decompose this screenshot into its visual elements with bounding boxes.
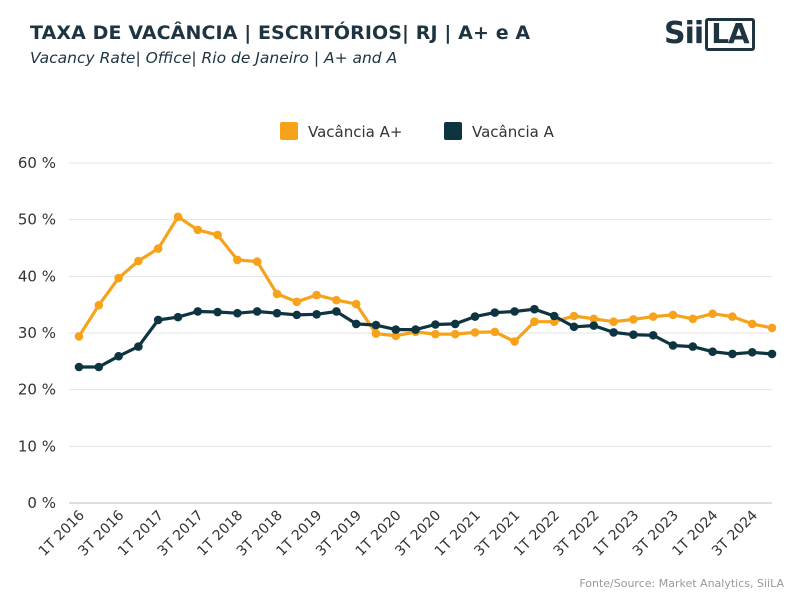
data-point [767,349,777,359]
y-tick-label: 40 % [18,267,56,285]
data-point [470,312,480,321]
data-point [213,230,222,240]
data-point [94,300,104,310]
data-point [252,257,262,266]
y-tick-label: 30 % [18,324,56,342]
data-point [648,330,658,340]
data-point [213,307,222,317]
siila-logo: Sii LA [664,18,755,51]
data-point [391,331,401,341]
data-point [114,273,123,283]
data-point [767,323,777,333]
data-point [648,312,658,321]
data-point [629,330,638,340]
data-point [351,319,361,329]
series-line-0 [77,215,774,344]
grid-lines [69,162,772,504]
data-point [668,341,678,350]
data-point [233,255,242,265]
data-point [510,307,519,316]
data-point [747,319,757,329]
data-point [371,320,381,330]
data-point [728,349,737,359]
legend-label-a: Vacância A [472,123,555,141]
y-tick-label: 10 % [18,437,56,455]
data-point [233,308,242,318]
data-point [609,328,618,337]
data-point [411,325,420,334]
data-point [530,317,539,326]
data-point [470,328,480,337]
data-point [332,307,341,316]
chart-title: TAXA DE VACÂNCIA | ESCRITÓRIOS| RJ | A+ … [30,22,531,44]
data-point [490,308,500,317]
legend-swatch-a-plus [280,122,298,140]
data-point [272,308,282,318]
data-point [114,351,123,361]
data-point [134,342,143,351]
chart-subtitle: Vacancy Rate| Office| Rio de Janeiro | A… [30,49,398,67]
data-point [668,310,678,320]
legend-swatch-a [444,122,462,140]
data-point [450,319,460,329]
y-axis: 0 % 10 % 20 % 30 % 40 % 50 % 60 % [18,154,56,512]
data-point [252,307,262,316]
data-point [173,212,183,222]
source-note: Fonte/Source: Market Analytics, SiiLA [579,577,784,590]
data-point [292,310,302,320]
data-point [371,329,381,338]
data-point [747,347,757,357]
data-point [431,329,440,339]
data-point [510,337,519,346]
data-point [173,312,183,322]
data-point [332,295,341,305]
y-tick-label: 20 % [18,381,56,399]
data-point [312,290,321,300]
data-point [351,299,361,309]
y-tick-label: 0 % [27,494,56,512]
data-point [688,314,698,324]
series-line-1 [77,307,774,369]
data-point [569,322,579,332]
y-tick-label: 60 % [18,154,56,172]
series-lines [74,212,777,372]
data-point [589,321,599,330]
data-point [708,347,717,357]
data-point [193,225,203,235]
data-point [530,304,539,314]
data-point [74,362,84,372]
data-point [292,297,302,307]
data-point [589,314,599,324]
data-point [450,329,460,339]
data-point [74,332,84,341]
data-point [609,317,618,326]
data-point [490,327,500,337]
data-point [312,310,321,319]
data-point [193,307,203,316]
legend-label-a-plus: Vacância A+ [308,123,402,141]
data-point [153,244,163,253]
y-tick-label: 50 % [18,211,56,229]
data-point [688,342,698,351]
legend: Vacância A+ Vacância A [280,122,555,141]
data-point [629,315,638,324]
data-point [728,312,737,321]
data-point [153,315,163,325]
data-point [708,309,717,319]
data-point [569,311,579,321]
data-point [272,289,282,299]
data-point [391,325,401,334]
data-point [549,311,559,321]
data-point [134,256,143,266]
data-point [431,320,440,329]
data-point [94,362,104,372]
